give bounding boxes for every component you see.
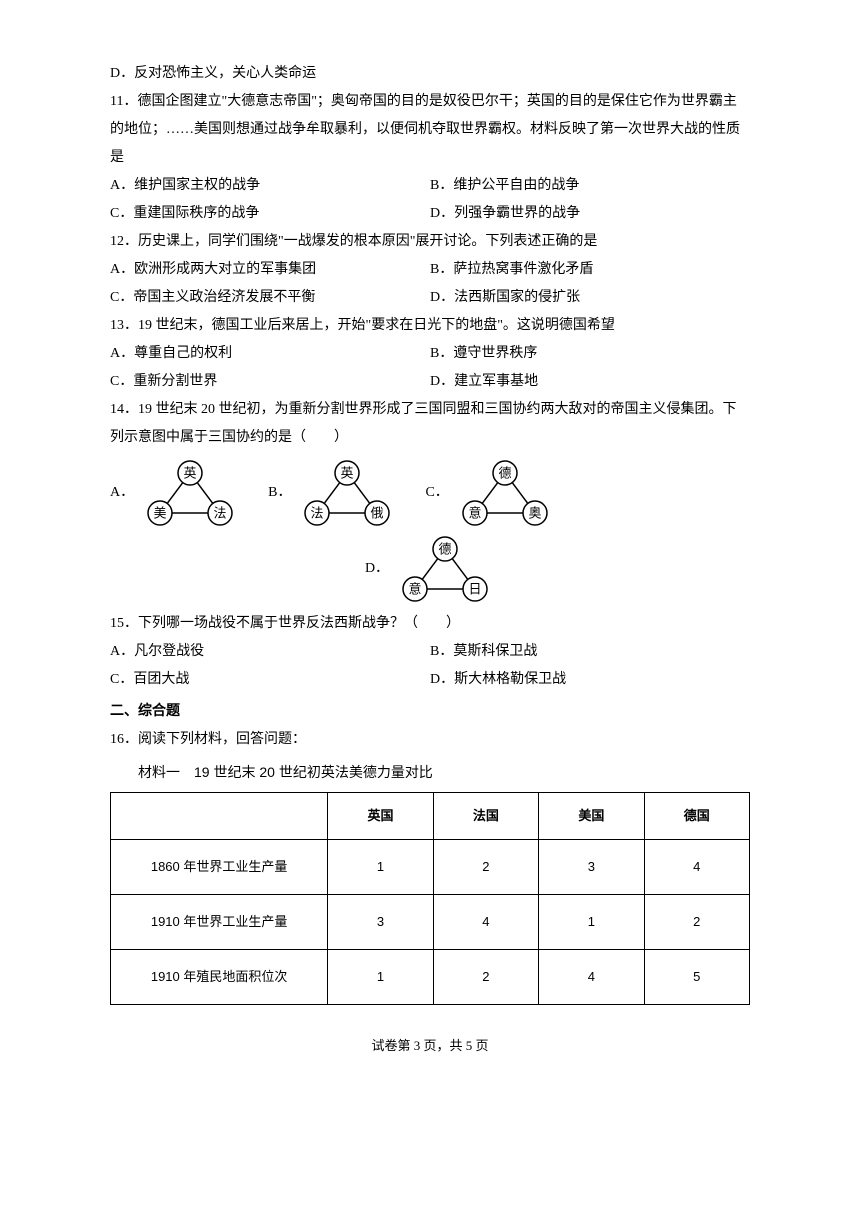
q14-label-d: D． — [365, 555, 389, 583]
q11-option-c: C．重建国际秩序的战争 — [110, 200, 430, 228]
svg-text:德: 德 — [439, 542, 452, 557]
q12-option-b: B．萨拉热窝事件激化矛盾 — [430, 256, 750, 284]
table-cell: 5 — [644, 950, 749, 1005]
table-row-label: 1910 年世界工业生产量 — [111, 895, 328, 950]
question-15-options-ab: A．凡尔登战役 B．莫斯科保卫战 — [110, 638, 750, 666]
q13-option-d: D．建立军事基地 — [430, 368, 750, 396]
table-row: 1910 年世界工业生产量3412 — [111, 895, 750, 950]
q11-option-b: B．维护公平自由的战争 — [430, 172, 750, 200]
table-cell: 1 — [539, 895, 644, 950]
svg-text:意: 意 — [468, 506, 481, 521]
svg-text:德: 德 — [498, 466, 511, 481]
table-cell: 2 — [433, 840, 538, 895]
q13-option-c: C．重新分割世界 — [110, 368, 430, 396]
table-cell: 3 — [539, 840, 644, 895]
table-row: 1910 年殖民地面积位次1245 — [111, 950, 750, 1005]
table-cell: 4 — [539, 950, 644, 1005]
q15-option-c: C．百团大战 — [110, 666, 430, 694]
question-10-option-d: D．反对恐怖主义，关心人类命运 — [110, 60, 750, 88]
q14-label-a: A． — [110, 479, 134, 507]
question-15-options-cd: C．百团大战 D．斯大林格勒保卫战 — [110, 666, 750, 694]
table-header-blank — [111, 793, 328, 840]
table-row: 1860 年世界工业生产量1234 — [111, 840, 750, 895]
svg-text:日: 日 — [469, 582, 482, 597]
q12-option-a: A．欧洲形成两大对立的军事集团 — [110, 256, 430, 284]
table-cell: 3 — [328, 895, 433, 950]
section-2-heading: 二、综合题 — [110, 698, 750, 726]
q14-label-b: B． — [268, 479, 291, 507]
table-header-row: 英国 法国 美国 德国 — [111, 793, 750, 840]
q12-option-c: C．帝国主义政治经济发展不平衡 — [110, 284, 430, 312]
question-15-stem: 15．下列哪一场战役不属于世界反法西斯战争？（ ） — [110, 610, 750, 638]
table-row-label: 1860 年世界工业生产量 — [111, 840, 328, 895]
question-12-stem: 12．历史课上，同学们围绕"一战爆发的根本原因"展开讨论。下列表述正确的是 — [110, 228, 750, 256]
material-1-title: 材料一 19 世纪末 20 世纪初英法美德力量对比 — [110, 758, 750, 786]
question-13-options-cd: C．重新分割世界 D．建立军事基地 — [110, 368, 750, 396]
table-cell: 4 — [644, 840, 749, 895]
table-cell: 2 — [433, 950, 538, 1005]
question-12-options-cd: C．帝国主义政治经济发展不平衡 D．法西斯国家的侵扩张 — [110, 284, 750, 312]
q15-option-b: B．莫斯科保卫战 — [430, 638, 750, 666]
svg-text:英: 英 — [341, 466, 354, 481]
table-cell: 1 — [328, 840, 433, 895]
q13-option-a: A．尊重自己的权利 — [110, 340, 430, 368]
power-comparison-table: 英国 法国 美国 德国 1860 年世界工业生产量12341910 年世界工业生… — [110, 792, 750, 1005]
q15-option-d: D．斯大林格勒保卫战 — [430, 666, 750, 694]
question-11-options-ab: A．维护国家主权的战争 B．维护公平自由的战争 — [110, 172, 750, 200]
q12-option-d: D．法西斯国家的侵扩张 — [430, 284, 750, 312]
question-14-diagrams-row2: D． 德意 日 — [110, 534, 750, 604]
question-13-options-ab: A．尊重自己的权利 B．遵守世界秩序 — [110, 340, 750, 368]
table-header-france: 法国 — [433, 793, 538, 840]
table-row-label: 1910 年殖民地面积位次 — [111, 950, 328, 1005]
svg-text:法: 法 — [311, 506, 324, 521]
table-cell: 1 — [328, 950, 433, 1005]
q14-label-c: C． — [425, 479, 448, 507]
triangle-diagram-a: 英美 法 — [140, 458, 240, 528]
svg-text:美: 美 — [154, 506, 167, 521]
svg-text:意: 意 — [409, 582, 422, 597]
triangle-diagram-c: 德意 奥 — [455, 458, 555, 528]
question-14-stem: 14．19 世纪末 20 世纪初，为重新分割世界形成了三国同盟和三国协约两大敌对… — [110, 396, 750, 452]
svg-text:奥: 奥 — [528, 506, 541, 521]
triangle-diagram-b: 英法 俄 — [297, 458, 397, 528]
question-14-diagrams-row1: A． 英美 法 B． 英法 俄 C． 德意 奥 — [110, 458, 750, 528]
question-11-options-cd: C．重建国际秩序的战争 D．列强争霸世界的战争 — [110, 200, 750, 228]
q11-option-a: A．维护国家主权的战争 — [110, 172, 430, 200]
svg-text:俄: 俄 — [371, 506, 384, 521]
table-cell: 4 — [433, 895, 538, 950]
triangle-diagram-d: 德意 日 — [395, 534, 495, 604]
svg-text:法: 法 — [214, 506, 227, 521]
question-11-stem: 11．德国企图建立"大德意志帝国"；奥匈帝国的目的是奴役巴尔干；英国的目的是保住… — [110, 88, 750, 172]
svg-text:英: 英 — [184, 466, 197, 481]
question-16-stem: 16．阅读下列材料，回答问题： — [110, 726, 750, 754]
table-header-germany: 德国 — [644, 793, 749, 840]
table-header-usa: 美国 — [539, 793, 644, 840]
q13-option-b: B．遵守世界秩序 — [430, 340, 750, 368]
q15-option-a: A．凡尔登战役 — [110, 638, 430, 666]
page-footer: 试卷第 3 页，共 5 页 — [110, 1033, 750, 1059]
q11-option-d: D．列强争霸世界的战争 — [430, 200, 750, 228]
table-header-uk: 英国 — [328, 793, 433, 840]
table-body: 1860 年世界工业生产量12341910 年世界工业生产量34121910 年… — [111, 840, 750, 1005]
question-13-stem: 13．19 世纪末，德国工业后来居上，开始"要求在日光下的地盘"。这说明德国希望 — [110, 312, 750, 340]
table-cell: 2 — [644, 895, 749, 950]
question-12-options-ab: A．欧洲形成两大对立的军事集团 B．萨拉热窝事件激化矛盾 — [110, 256, 750, 284]
